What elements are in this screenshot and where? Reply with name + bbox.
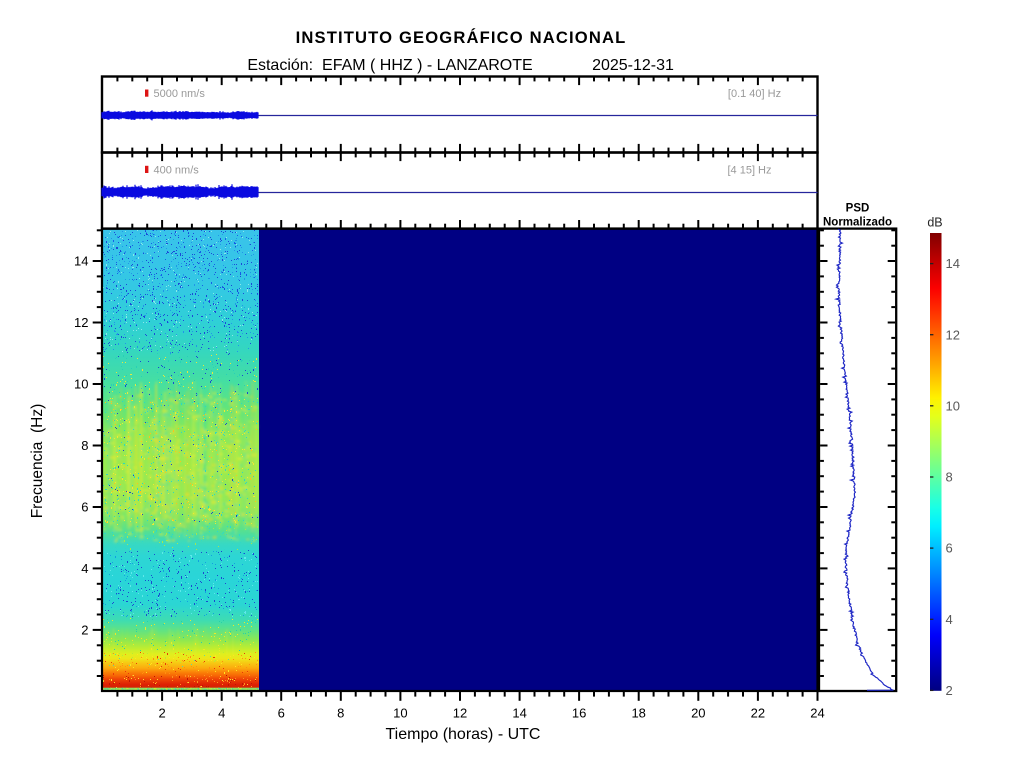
svg-text:8: 8 (946, 470, 953, 485)
svg-text:4: 4 (218, 706, 225, 721)
svg-text:2: 2 (81, 623, 88, 638)
svg-text:INSTITUTO GEOGRÁFICO NACIONAL: INSTITUTO GEOGRÁFICO NACIONAL (296, 28, 627, 47)
svg-text:5000 nm/s: 5000 nm/s (154, 88, 206, 100)
svg-text:[0.1 40] Hz: [0.1 40] Hz (728, 88, 781, 100)
svg-text:18: 18 (631, 706, 645, 721)
svg-text:10: 10 (74, 377, 88, 392)
svg-text:6: 6 (278, 706, 285, 721)
svg-text:Frecuencia (Hz): Frecuencia (Hz) (29, 404, 46, 519)
svg-text:PSD: PSD (846, 203, 870, 215)
svg-text:16: 16 (572, 706, 586, 721)
svg-text:14: 14 (74, 254, 88, 269)
svg-text:12: 12 (453, 706, 467, 721)
svg-text:400 nm/s: 400 nm/s (154, 164, 200, 176)
svg-text:2: 2 (946, 683, 953, 698)
svg-text:4: 4 (946, 612, 953, 627)
svg-text:22: 22 (751, 706, 765, 721)
svg-text:4: 4 (81, 561, 88, 576)
svg-text:Normalizado: Normalizado (823, 217, 892, 229)
svg-text:12: 12 (74, 315, 88, 330)
svg-text:12: 12 (946, 327, 960, 342)
svg-text:10: 10 (946, 398, 960, 413)
svg-text:[4 15] Hz: [4 15] Hz (727, 165, 771, 177)
svg-text:20: 20 (691, 706, 705, 721)
svg-text:8: 8 (81, 438, 88, 453)
svg-text:dB: dB (927, 216, 942, 230)
svg-text:2: 2 (158, 706, 165, 721)
svg-text:8: 8 (337, 706, 344, 721)
svg-text:6: 6 (81, 500, 88, 515)
svg-text:14: 14 (512, 706, 526, 721)
svg-text:14: 14 (946, 256, 960, 271)
svg-text:6: 6 (946, 541, 953, 556)
svg-text:Tiempo (horas) - UTC: Tiempo (horas) - UTC (386, 726, 541, 743)
svg-text:Estación: EFAM ( HHZ ) - LANZ: Estación: EFAM ( HHZ ) - LANZAROTE (247, 57, 532, 74)
svg-text:24: 24 (810, 706, 824, 721)
svg-text:10: 10 (393, 706, 407, 721)
svg-text:2025-12-31: 2025-12-31 (592, 57, 674, 74)
